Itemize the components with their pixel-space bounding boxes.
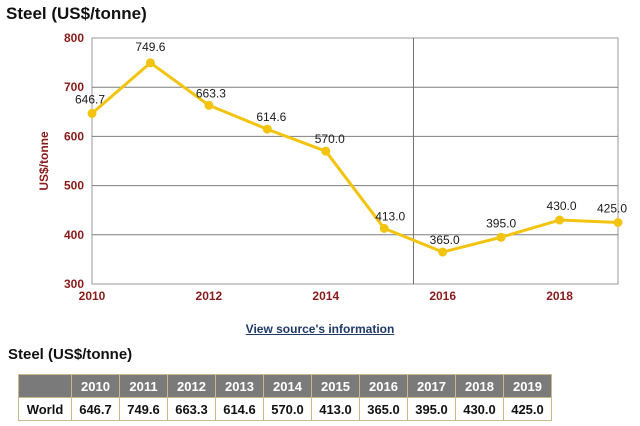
table-cell: 570.0 xyxy=(263,397,312,421)
data-point xyxy=(496,232,506,242)
y-tick-label: 500 xyxy=(64,179,84,193)
column-header: 2010 xyxy=(71,374,120,398)
table-title: Steel (US$/tonne) xyxy=(8,346,133,363)
table-cell: 413.0 xyxy=(311,397,360,421)
data-point xyxy=(204,100,214,110)
data-table: 2010 2011 2012 2013 2014 2015 2016 2017 … xyxy=(18,374,552,421)
data-point xyxy=(262,124,272,134)
table-cell: 365.0 xyxy=(359,397,408,421)
data-point xyxy=(555,215,565,225)
column-header: 2016 xyxy=(359,374,408,398)
view-source-link[interactable]: View source's information xyxy=(245,322,395,336)
table-cell: 646.7 xyxy=(71,397,120,421)
table-cell: 614.6 xyxy=(215,397,264,421)
data-label: 570.0 xyxy=(315,132,345,146)
data-point xyxy=(145,58,155,68)
y-tick-label: 400 xyxy=(64,228,84,242)
x-tick-label: 2014 xyxy=(312,289,339,303)
x-tick-label: 2018 xyxy=(546,289,573,303)
data-label: 430.0 xyxy=(547,199,577,213)
table-cell: 425.0 xyxy=(503,397,552,421)
data-label: 646.7 xyxy=(75,92,105,106)
y-tick-label: 300 xyxy=(64,277,84,291)
x-tick-label: 2016 xyxy=(429,289,456,303)
column-header: 2015 xyxy=(311,374,360,398)
row-label: World xyxy=(18,397,72,421)
data-point xyxy=(438,247,448,257)
table-corner-cell xyxy=(18,374,72,398)
column-header: 2012 xyxy=(167,374,216,398)
column-header: 2018 xyxy=(455,374,504,398)
x-tick-label: 2012 xyxy=(196,289,223,303)
y-axis-label: US$/tonne xyxy=(37,131,51,191)
chart-title: Steel (US$/tonne) xyxy=(6,4,147,23)
data-label: 425.0 xyxy=(597,202,627,216)
table-header-row: 2010 2011 2012 2013 2014 2015 2016 2017 … xyxy=(18,374,552,398)
column-header: 2017 xyxy=(407,374,456,398)
line-chart: 300 400 500 600 700 800 2010 2012 2014 2016 2018 US… xyxy=(37,31,627,303)
x-tick-label: 2010 xyxy=(79,289,106,303)
data-label: 365.0 xyxy=(430,233,460,247)
data-point xyxy=(613,218,623,227)
data-label: 663.3 xyxy=(196,86,226,100)
table-cell: 430.0 xyxy=(455,397,504,421)
data-label: 614.6 xyxy=(256,110,286,124)
y-tick-label: 700 xyxy=(64,80,84,94)
plot-area xyxy=(91,37,619,285)
table-cell: 395.0 xyxy=(407,397,456,421)
table-row: World 646.7 749.6 663.3 614.6 570.0 413.… xyxy=(18,397,552,421)
data-point xyxy=(321,146,331,156)
column-header: 2014 xyxy=(263,374,312,398)
data-label: 413.0 xyxy=(375,209,405,223)
series-line xyxy=(91,61,619,254)
data-point xyxy=(87,108,97,118)
y-tick-label: 600 xyxy=(64,129,84,143)
column-header: 2011 xyxy=(119,374,168,398)
data-label: 749.6 xyxy=(135,40,165,54)
table-cell: 663.3 xyxy=(167,397,216,421)
column-header: 2019 xyxy=(503,374,552,398)
data-point xyxy=(379,223,389,233)
y-tick-label: 800 xyxy=(64,31,84,45)
column-header: 2013 xyxy=(215,374,264,398)
data-label: 395.0 xyxy=(486,216,516,230)
table-cell: 749.6 xyxy=(119,397,168,421)
